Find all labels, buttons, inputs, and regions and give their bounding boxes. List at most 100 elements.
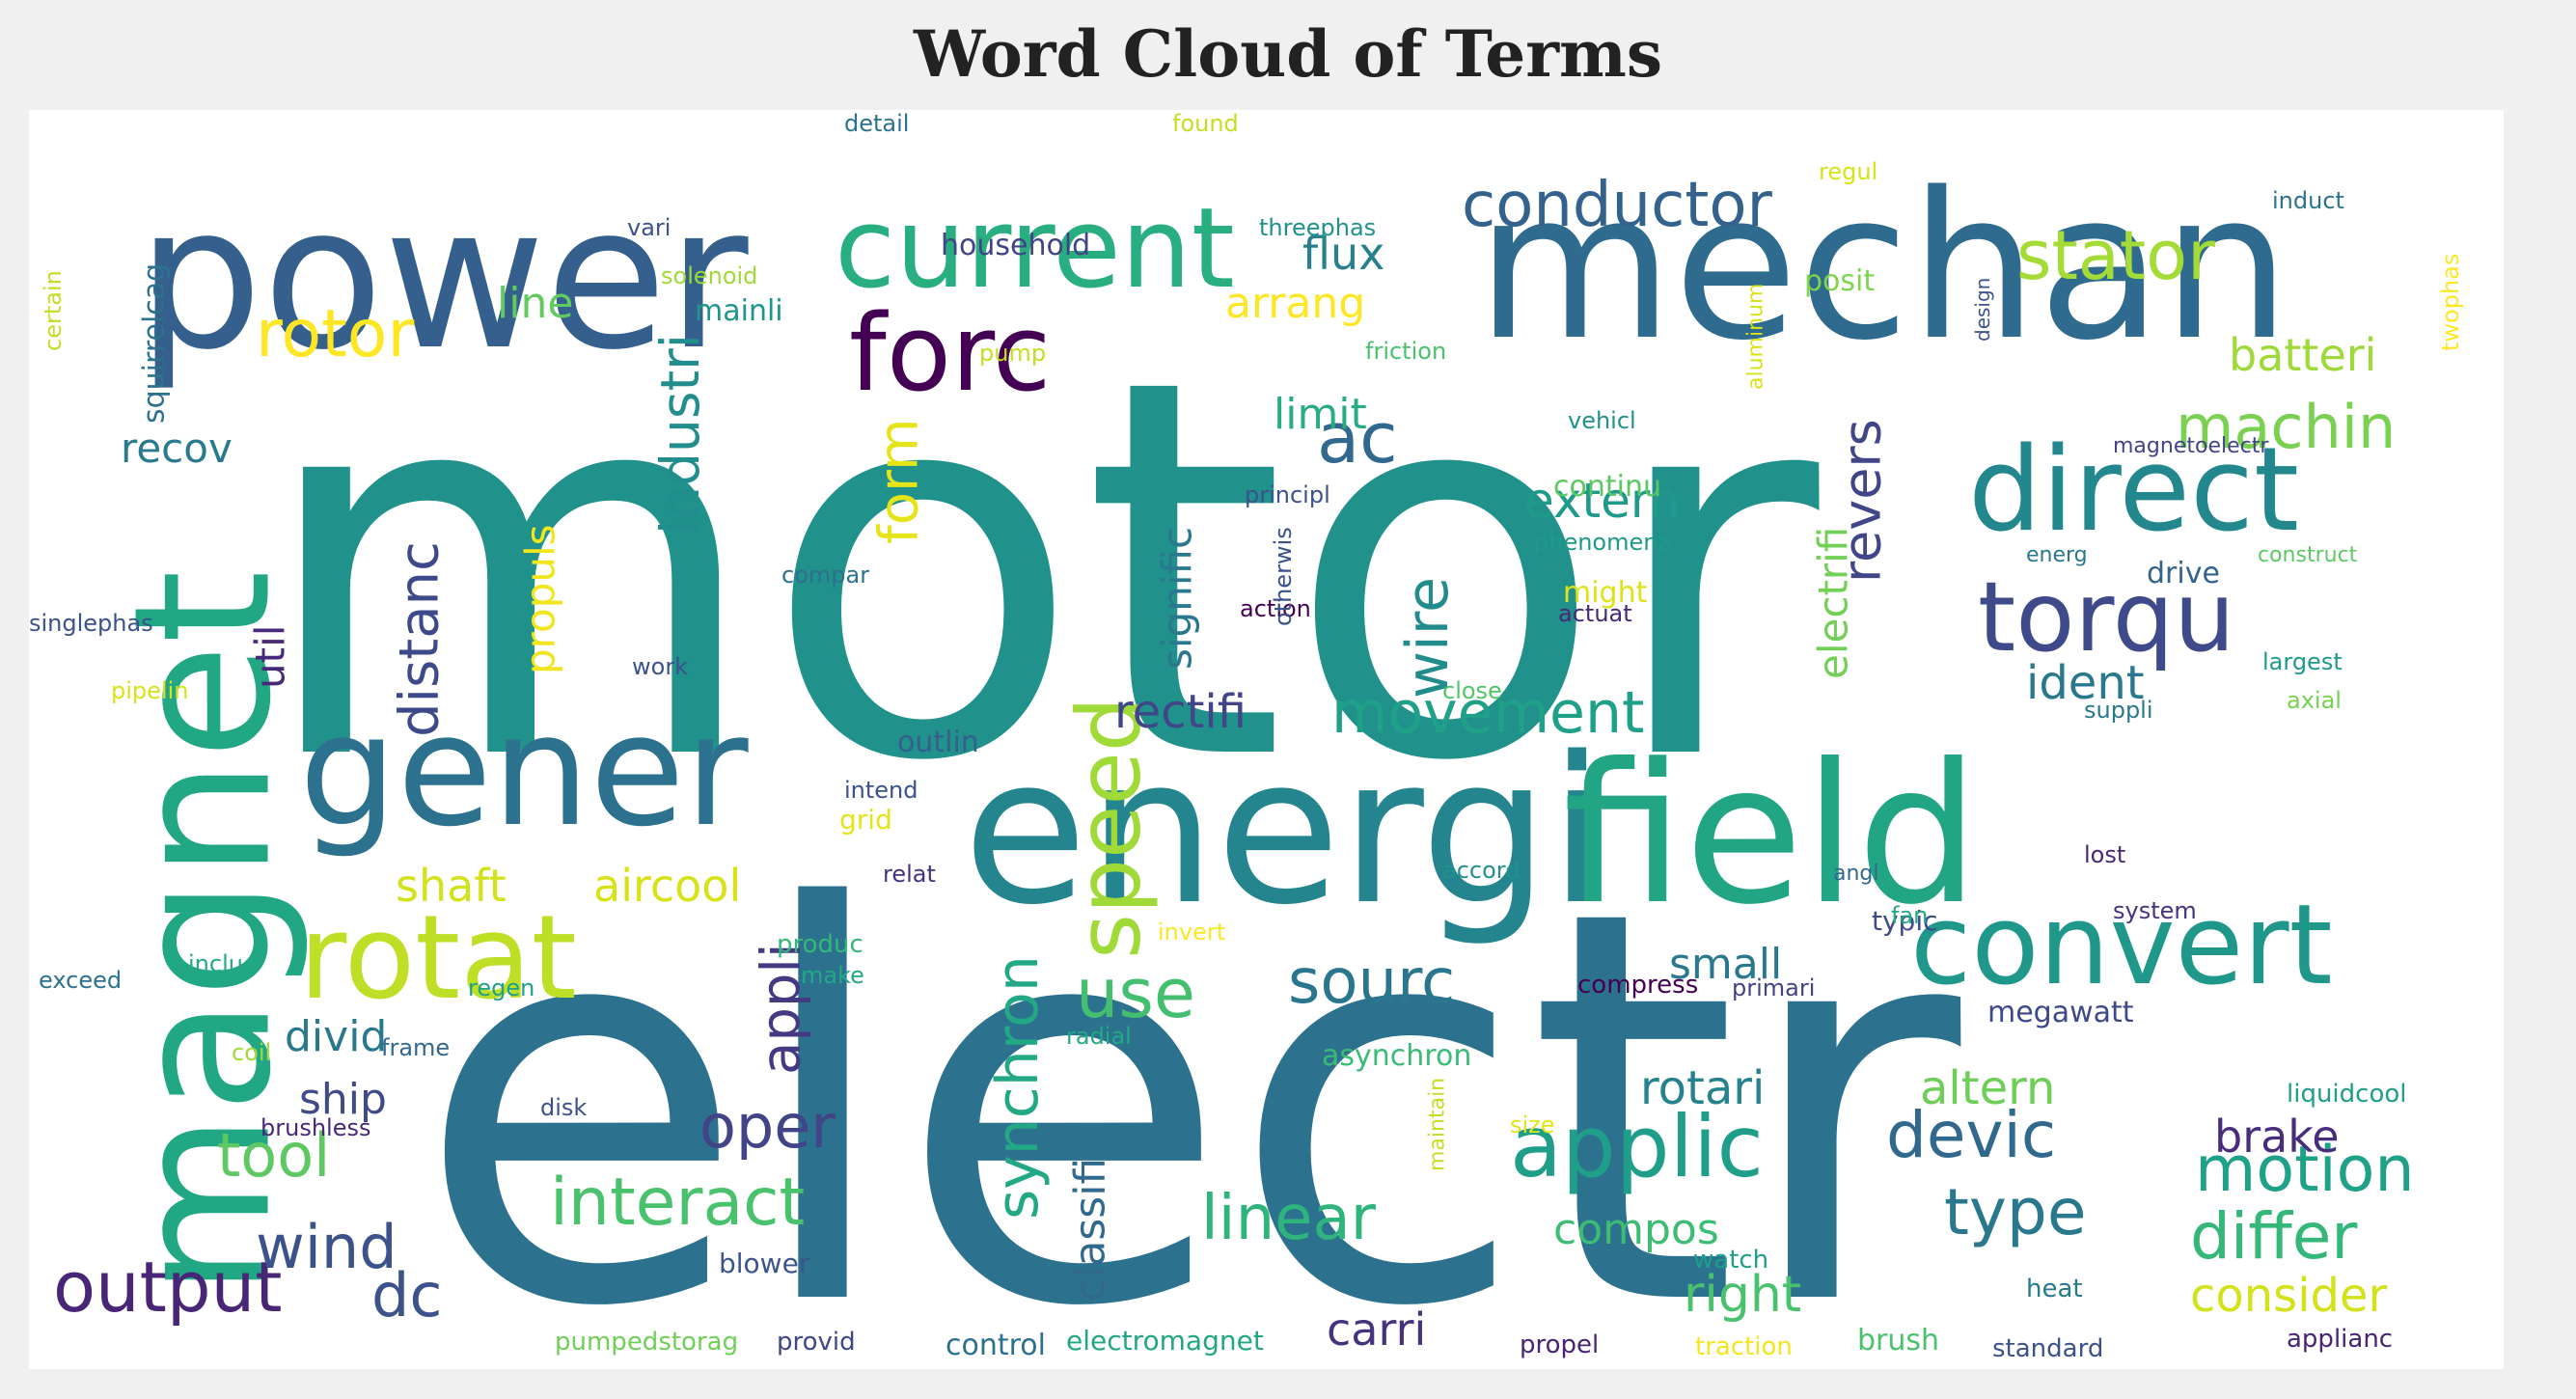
word-detail: detail	[844, 110, 909, 137]
word-mainli: mainli	[695, 294, 783, 328]
word-friction: friction	[1365, 338, 1446, 365]
word-wind: wind	[256, 1212, 397, 1282]
word-interact: interact	[550, 1165, 805, 1241]
word-outlin: outlin	[897, 726, 979, 759]
word-brushless: brushless	[260, 1114, 370, 1141]
word-dc: dc	[371, 1260, 442, 1330]
word-pump: pump	[979, 340, 1046, 367]
word-appli: appli	[751, 943, 813, 1075]
word-standard: standard	[1992, 1334, 2103, 1363]
word-sourc: sourc	[1288, 946, 1455, 1018]
word-differ: differ	[2190, 1199, 2358, 1274]
word-accord: accord	[1442, 857, 1520, 884]
word-forc: forc	[849, 291, 1051, 415]
word-design: design	[1971, 278, 1994, 342]
word-traction: traction	[1695, 1332, 1793, 1361]
word-invert: invert	[1158, 919, 1225, 946]
word-extern: extern	[1524, 473, 1680, 529]
word-convert: convert	[1910, 881, 2333, 1010]
word-divid: divid	[285, 1012, 387, 1061]
word-lost: lost	[2084, 841, 2125, 868]
word-industri: industri	[649, 334, 711, 535]
word-control: control	[945, 1329, 1046, 1362]
word-household: household	[941, 229, 1090, 262]
word-line: line	[497, 279, 573, 328]
word-magnet: magnet	[94, 570, 313, 1297]
word-energi: energi	[963, 713, 1605, 949]
word-classifi: classifi	[1066, 1158, 1115, 1302]
word-flux: flux	[1302, 228, 1384, 280]
word-electromagnet: electromagnet	[1066, 1325, 1264, 1357]
word-field: field	[1563, 723, 1980, 947]
word-induct: induct	[2272, 187, 2344, 214]
word-system: system	[2113, 897, 2197, 924]
word-size: size	[1510, 1111, 1555, 1138]
word-vari: vari	[627, 214, 671, 241]
word-coil: coil	[232, 1039, 271, 1066]
word-produc: produc	[777, 930, 863, 959]
word-aircool: aircool	[593, 860, 741, 912]
word-current: current	[835, 184, 1235, 314]
word-recov: recov	[121, 425, 233, 472]
word-singlephas: singlephas	[29, 610, 153, 637]
word-rectifi: rectifi	[1114, 685, 1247, 739]
word-direct: direct	[1968, 424, 2299, 558]
word-twophas: twophas	[2437, 254, 2464, 351]
word-util: util	[247, 625, 294, 689]
word-compress: compress	[1577, 971, 1698, 1000]
word-revers: revers	[1832, 419, 1893, 583]
word-power: power	[137, 164, 749, 394]
word-largest: largest	[2262, 648, 2343, 675]
word-type: type	[1944, 1175, 2086, 1249]
word-exceed: exceed	[39, 967, 122, 994]
word-machin: machin	[2176, 392, 2396, 462]
word-includ: includ	[188, 950, 258, 977]
chart-title: Word Cloud of Terms	[913, 16, 1663, 92]
word-ident: ident	[2026, 656, 2145, 710]
word-close: close	[1442, 677, 1502, 704]
word-applic: applic	[1510, 1097, 1764, 1196]
word-applianc: applianc	[2287, 1325, 2393, 1354]
word-output: output	[53, 1247, 282, 1328]
word-stator: stator	[2016, 216, 2215, 295]
word-linear: linear	[1201, 1183, 1377, 1254]
word-synchron: synchron	[984, 955, 1052, 1220]
word-pumpedstorag: pumpedstorag	[555, 1328, 738, 1357]
word-cloud: motor electr mechan energi field magnet power g…	[29, 110, 2504, 1369]
word-otherwis: otherwis	[1270, 527, 1297, 626]
word-movement: movement	[1331, 679, 1645, 747]
word-construct: construct	[2258, 543, 2358, 567]
word-motion: motion	[2195, 1134, 2415, 1206]
word-threephas: threephas	[1259, 214, 1376, 241]
word-asynchron: asynchron	[1322, 1039, 1471, 1073]
word-rotari: rotari	[1640, 1061, 1765, 1115]
word-provid: provid	[777, 1328, 856, 1357]
word-compos: compos	[1553, 1205, 1719, 1254]
word-gener: gener	[299, 680, 749, 861]
word-electrifi: electrifi	[1810, 527, 1857, 679]
word-carri: carri	[1327, 1303, 1426, 1356]
word-vehicl: vehicl	[1568, 407, 1636, 434]
word-drive: drive	[2147, 557, 2220, 590]
word-tool: tool	[217, 1120, 330, 1191]
word-wire: wire	[1394, 577, 1462, 699]
word-intend: intend	[844, 777, 918, 804]
word-altern: altern	[1920, 1061, 2055, 1115]
word-continu: continu	[1553, 470, 1661, 504]
word-distanc: distanc	[389, 541, 452, 737]
word-primari: primari	[1732, 974, 1815, 1001]
word-mechan: mechan	[1476, 149, 2290, 385]
word-propel: propel	[1520, 1330, 1599, 1359]
word-aluminum: aluminum	[1744, 284, 1768, 390]
word-solenoid: solenoid	[661, 262, 757, 289]
word-use: use	[1076, 954, 1195, 1033]
word-maintain: maintain	[1426, 1078, 1450, 1171]
word-liquidcool: liquidcool	[2287, 1080, 2407, 1109]
word-grid: grid	[839, 804, 892, 836]
word-speed: speed	[1059, 697, 1161, 959]
word-disk: disk	[540, 1094, 587, 1121]
word-regen: regen	[468, 974, 534, 1001]
word-rotat: rotat	[299, 892, 577, 1026]
word-torqu: torqu	[1978, 561, 2235, 673]
word-consider: consider	[2190, 1269, 2388, 1323]
